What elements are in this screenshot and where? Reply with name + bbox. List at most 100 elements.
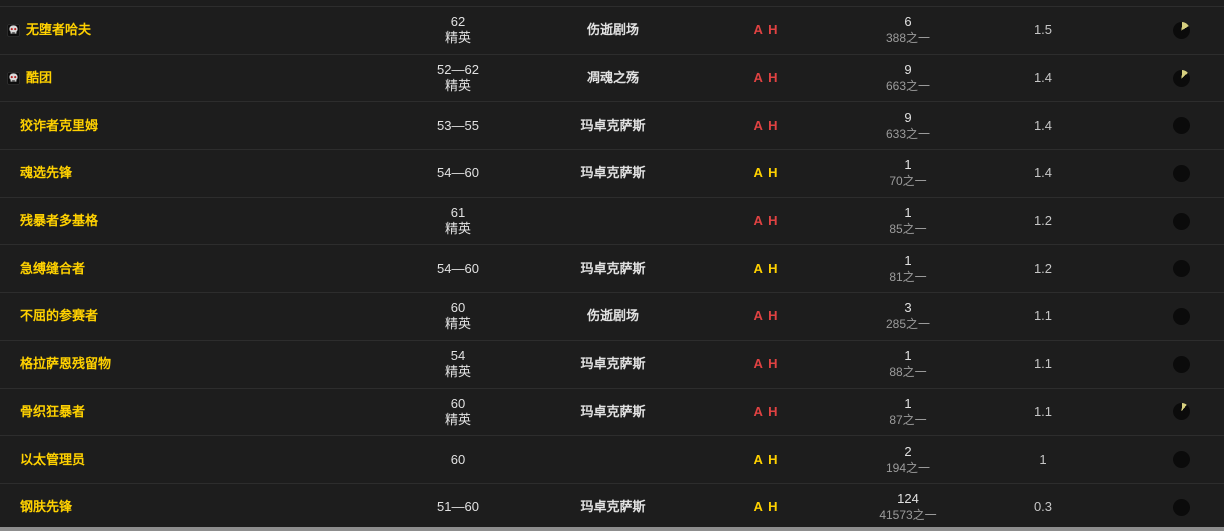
pie-cell: [1112, 451, 1224, 469]
drop-count: 2: [904, 443, 912, 459]
drop-count: 1: [904, 348, 912, 364]
level-subtext: 精英: [444, 30, 471, 46]
level-value: 61: [450, 205, 466, 221]
level-cell: 53—55: [380, 118, 536, 134]
drop-ratio: 85之一: [889, 222, 927, 237]
drop-count-cell: 124 41573之一: [842, 491, 974, 523]
level-value: 60: [450, 451, 466, 467]
level-value: 60: [450, 300, 466, 316]
pie-cell: [1112, 117, 1224, 135]
pie-cell: [1112, 260, 1224, 278]
npc-link[interactable]: 以太管理员: [20, 451, 86, 467]
npc-link[interactable]: 狡诈者克里姆: [20, 117, 99, 133]
boss-skull-icon: [7, 24, 20, 37]
drop-count-cell: 1 81之一: [842, 253, 974, 285]
pie-cell: [1112, 355, 1224, 373]
pie-chart-icon: [1173, 117, 1190, 135]
location-link[interactable]: 伤逝剧场: [586, 22, 639, 38]
pie-chart-icon: [1173, 212, 1190, 230]
name-cell: 格拉萨恩残留物: [0, 356, 380, 372]
level-subtext: 精英: [444, 221, 471, 237]
location-link[interactable]: 玛卓克萨斯: [580, 260, 646, 276]
drop-count: 9: [904, 109, 912, 125]
drop-count: 1: [904, 157, 912, 173]
location-link[interactable]: 玛卓克萨斯: [580, 356, 646, 372]
location-link[interactable]: 玛卓克萨斯: [580, 499, 646, 515]
drop-percent-cell: 1.4: [974, 118, 1112, 134]
level-value: 54—60: [437, 165, 479, 181]
drop-count-cell: 9 633之一: [842, 110, 974, 142]
npc-link[interactable]: 酷团: [26, 70, 53, 86]
reaction-flags: A H: [753, 499, 779, 515]
pie-cell: [1112, 164, 1224, 182]
level-value: 60: [450, 395, 466, 411]
npc-link[interactable]: 魂选先锋: [20, 165, 73, 181]
location-link[interactable]: 凋魂之殇: [586, 70, 639, 86]
npc-link[interactable]: 不屈的参赛者: [20, 308, 99, 324]
location-cell: 玛卓克萨斯: [536, 118, 690, 134]
drop-count: 1: [904, 252, 912, 268]
pie-cell: [1112, 307, 1224, 325]
drop-ratio: 81之一: [889, 269, 927, 284]
drop-percent-cell: 1.5: [974, 22, 1112, 38]
location-link[interactable]: 玛卓克萨斯: [580, 117, 646, 133]
level-cell: 60 精英: [380, 396, 536, 428]
level-value: 52—62: [437, 62, 479, 78]
reaction-flags: A H: [753, 356, 779, 372]
reaction-cell: A H: [690, 452, 842, 468]
name-cell: 魂选先锋: [0, 165, 380, 181]
location-link[interactable]: 伤逝剧场: [586, 308, 639, 324]
level-cell: 54 精英: [380, 348, 536, 380]
reaction-cell: A H: [690, 118, 842, 134]
npc-link[interactable]: 骨织狂暴者: [20, 403, 86, 419]
table-row: 以太管理员 60 A H 2 194之一 1: [0, 435, 1224, 483]
level-value: 54—60: [437, 260, 479, 276]
level-subtext: 精英: [444, 364, 471, 380]
horizontal-scrollbar[interactable]: [0, 527, 1224, 531]
drop-percent: 1.1: [1033, 356, 1053, 372]
drop-percent: 1.4: [1033, 70, 1053, 86]
pie-chart-icon: [1173, 69, 1190, 87]
level-cell: 52—62 精英: [380, 62, 536, 94]
drop-percent-cell: 1.2: [974, 261, 1112, 277]
name-cell: 残暴者多基格: [0, 213, 380, 229]
drop-percent: 1.4: [1033, 165, 1053, 181]
drop-percent: 1.2: [1033, 213, 1053, 229]
level-value: 51—60: [437, 499, 479, 515]
location-link[interactable]: 玛卓克萨斯: [580, 165, 646, 181]
table-row: 骨织狂暴者 60 精英 玛卓克萨斯 A H 1 87之一 1.1: [0, 387, 1224, 436]
drop-count: 124: [897, 491, 919, 507]
npc-link[interactable]: 格拉萨恩残留物: [20, 356, 112, 372]
npc-link[interactable]: 无堕者哈夫: [26, 22, 92, 38]
table-row: 格拉萨恩残留物 54 精英 玛卓克萨斯 A H 1 88之一 1.1: [0, 339, 1224, 388]
pie-cell: [1112, 21, 1224, 39]
level-cell: 54—60: [380, 261, 536, 277]
drop-percent: 1.4: [1033, 117, 1053, 133]
name-cell: 无堕者哈夫: [0, 22, 380, 38]
name-cell: 狡诈者克里姆: [0, 118, 380, 134]
reaction-cell: A H: [690, 261, 842, 277]
drop-ratio: 285之一: [885, 317, 931, 332]
location-link[interactable]: 玛卓克萨斯: [580, 403, 646, 419]
npc-link[interactable]: 残暴者多基格: [20, 213, 99, 229]
drop-count: 1: [904, 395, 912, 411]
drop-count: 3: [904, 300, 912, 316]
reaction-cell: A H: [690, 213, 842, 229]
drop-percent: 1.1: [1033, 308, 1053, 324]
level-cell: 51—60: [380, 499, 536, 515]
drop-percent: 0.3: [1033, 499, 1053, 515]
table-row: 无堕者哈夫 62 精英 伤逝剧场 A H 6 388之一 1.5: [0, 6, 1224, 54]
reaction-flags: A H: [753, 403, 779, 419]
npc-link[interactable]: 急缚缝合者: [20, 260, 86, 276]
drop-percent: 1.2: [1033, 260, 1053, 276]
drop-ratio: 388之一: [885, 31, 931, 46]
level-value: 54: [450, 348, 466, 364]
npc-link[interactable]: 钢肤先锋: [20, 499, 73, 515]
drop-ratio: 194之一: [885, 460, 931, 475]
reaction-cell: A H: [690, 308, 842, 324]
drop-percent-cell: 1.1: [974, 308, 1112, 324]
drop-count-cell: 1 87之一: [842, 396, 974, 428]
name-cell: 以太管理员: [0, 452, 380, 468]
level-subtext: 精英: [444, 316, 471, 332]
table-row: 残暴者多基格 61 精英 A H 1 85之一 1.2: [0, 196, 1224, 245]
